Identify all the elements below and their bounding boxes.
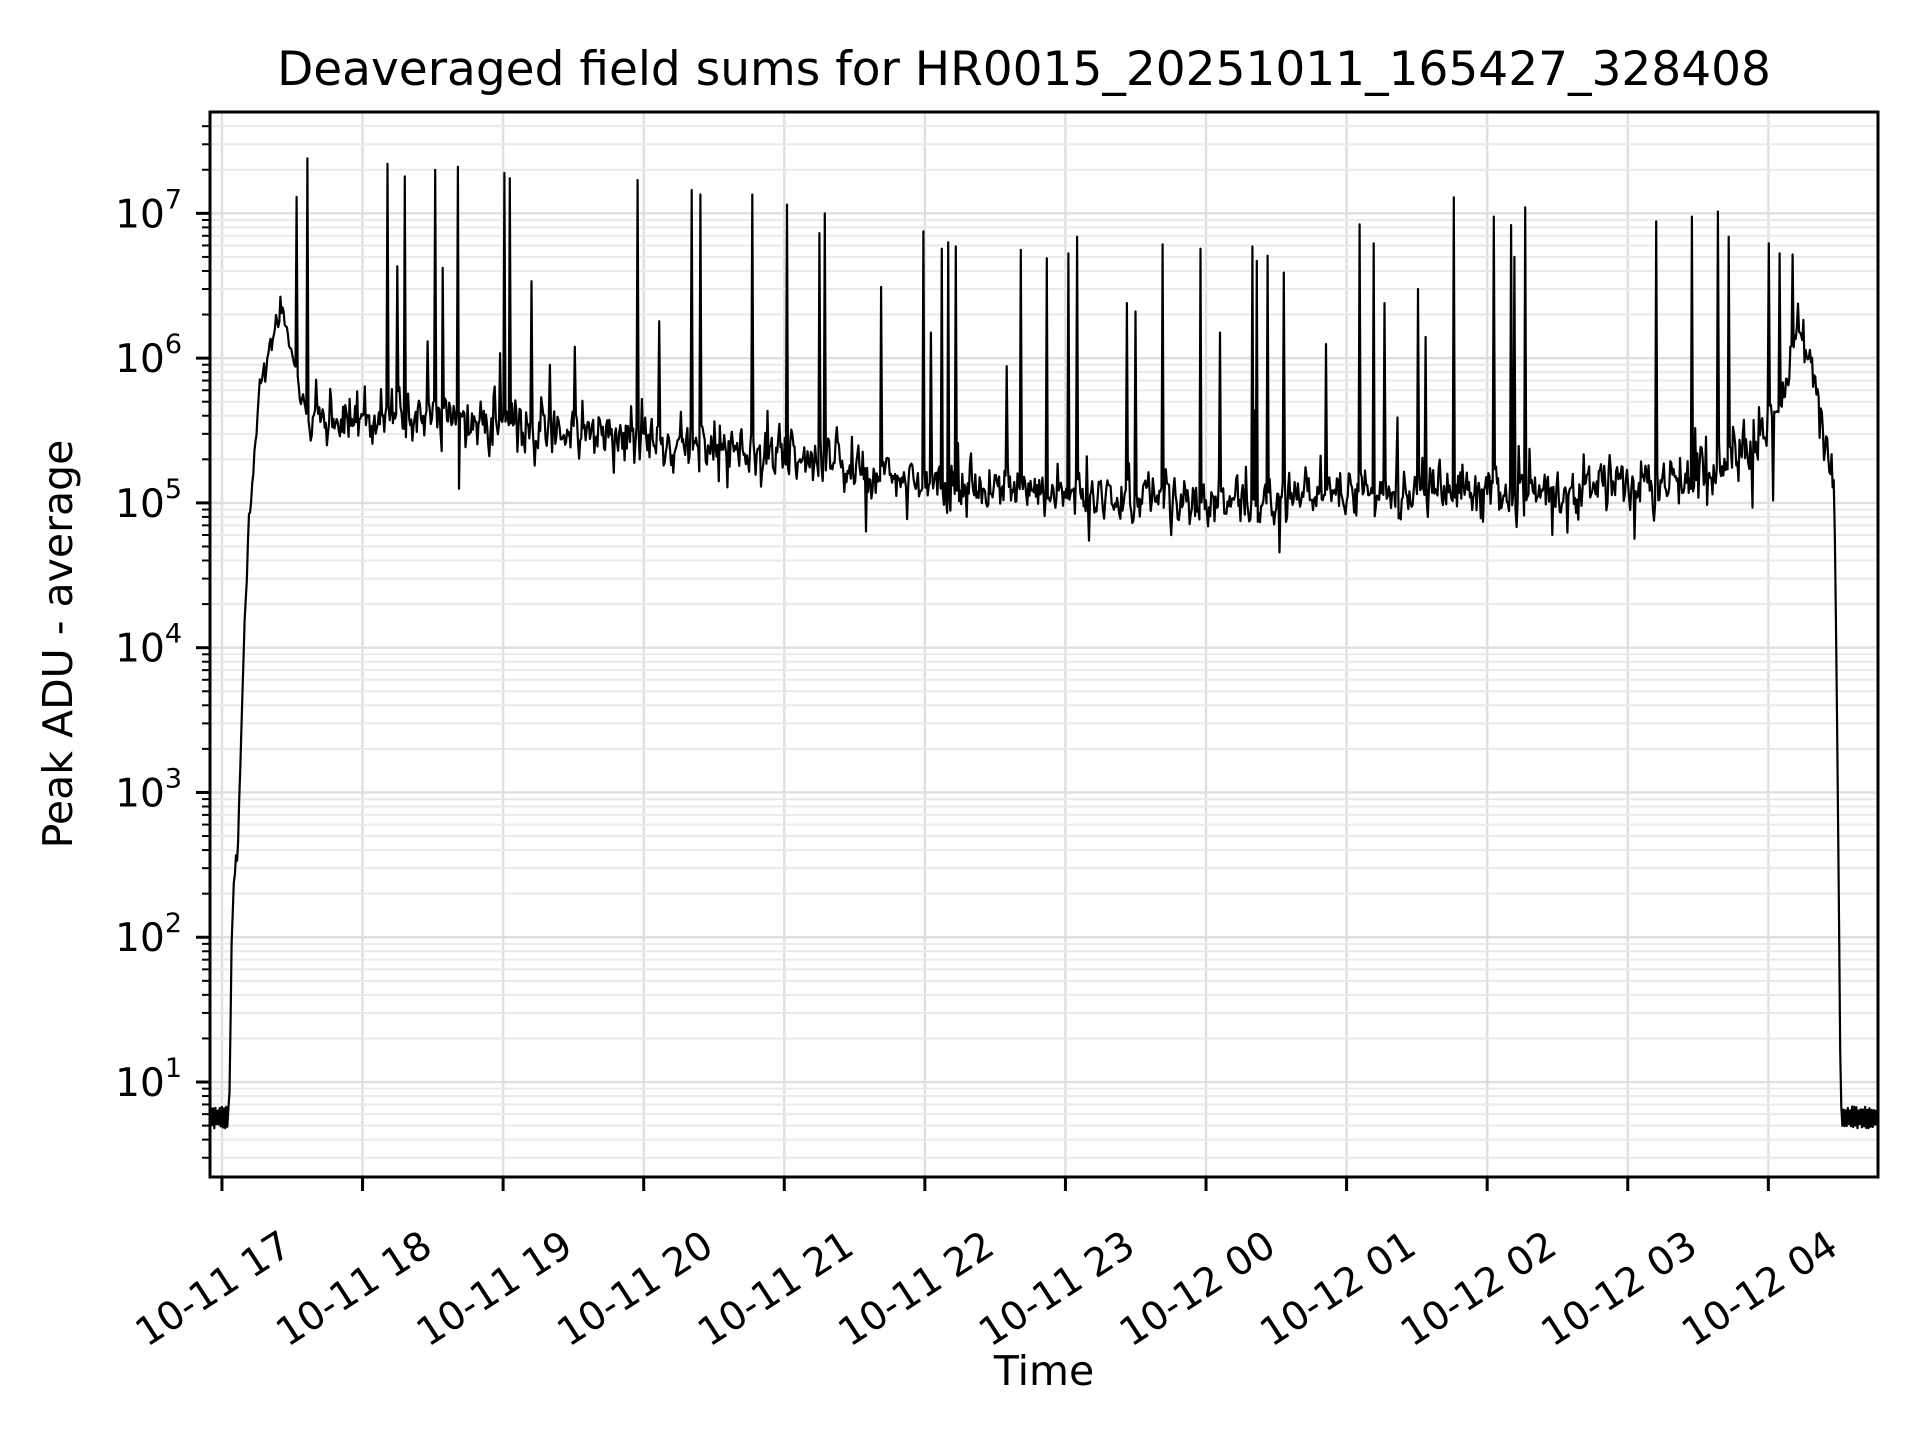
x-tick-label: 10-12 04 — [1674, 1223, 1846, 1356]
x-tick-label: 10-12 00 — [1112, 1223, 1284, 1356]
y-tick-label: 101 — [115, 1053, 182, 1106]
x-tick-label: 10-11 21 — [690, 1223, 862, 1356]
x-tick-label: 10-11 17 — [128, 1223, 300, 1356]
x-tick-label: 10-11 19 — [409, 1223, 581, 1356]
x-tick-label: 10-11 18 — [268, 1223, 440, 1356]
y-tick-labels: 101 102 103 104 105 106 107 — [115, 184, 182, 1106]
y-tick-label: 106 — [115, 329, 182, 382]
x-tick-label: 10-11 22 — [831, 1223, 1003, 1356]
x-tick-label: 10-12 03 — [1534, 1223, 1706, 1356]
x-tick-label: 10-11 20 — [550, 1223, 722, 1356]
x-tick-label: 10-12 01 — [1252, 1223, 1424, 1356]
axes-spines — [208, 110, 1880, 1179]
y-tick-label: 105 — [115, 474, 182, 527]
y-tick-label: 104 — [115, 619, 182, 672]
y-axis-label: Peak ADU - average — [34, 440, 82, 849]
x-tick-label: 10-11 23 — [971, 1223, 1143, 1356]
grid-lines — [210, 112, 1878, 1177]
y-tick-label: 102 — [115, 908, 182, 961]
y-tick-label: 107 — [115, 184, 182, 237]
y-tick-label: 103 — [115, 763, 182, 816]
data-series-line — [208, 157, 1880, 1130]
chart-title: Deaveraged field sums for HR0015_2025101… — [277, 42, 1771, 97]
x-axis-label: Time — [993, 1347, 1094, 1395]
x-tick-label: 10-12 02 — [1393, 1223, 1565, 1356]
axis-ticks — [196, 125, 1770, 1191]
